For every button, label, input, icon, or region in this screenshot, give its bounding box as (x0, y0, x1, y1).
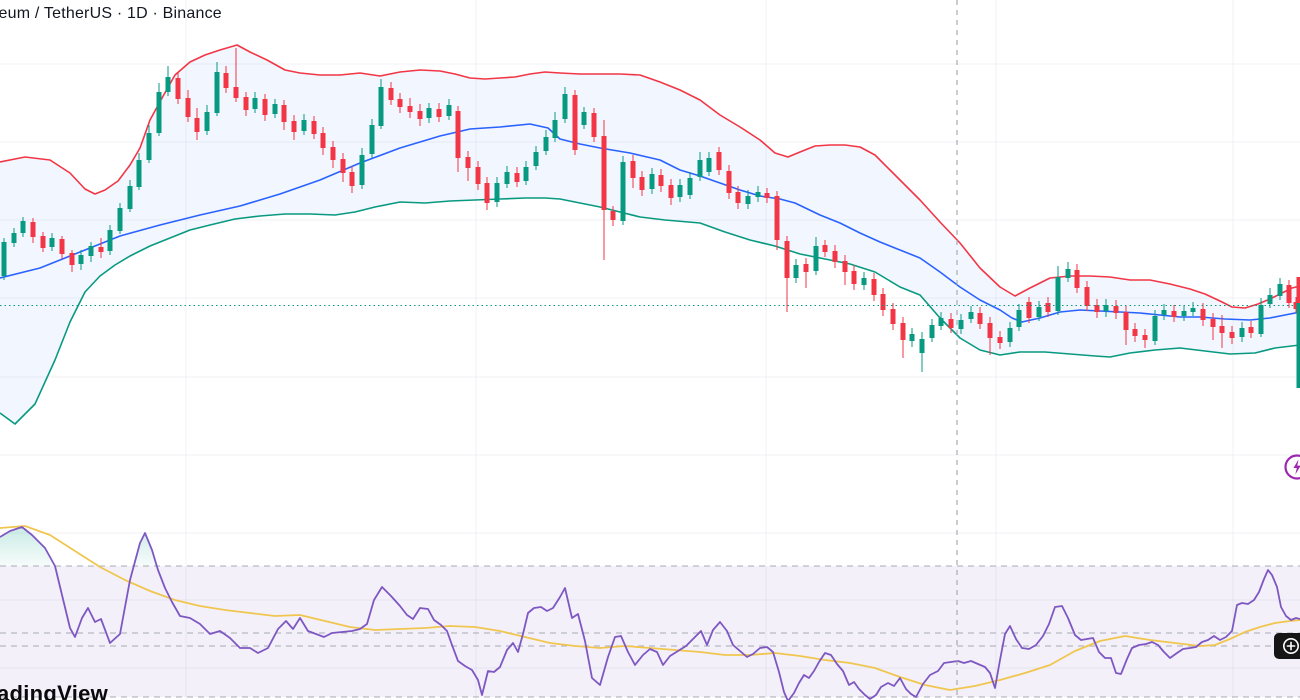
lightning-bolt-icon (1284, 454, 1300, 480)
plus-circle-icon (1283, 638, 1299, 654)
tradingview-watermark: adingView (0, 681, 109, 700)
add-alert-plus-button[interactable] (1274, 633, 1300, 659)
symbol-title[interactable]: reum / TetherUS · 1D · Binance (0, 5, 222, 22)
flash-boost-icon[interactable] (1283, 453, 1300, 481)
